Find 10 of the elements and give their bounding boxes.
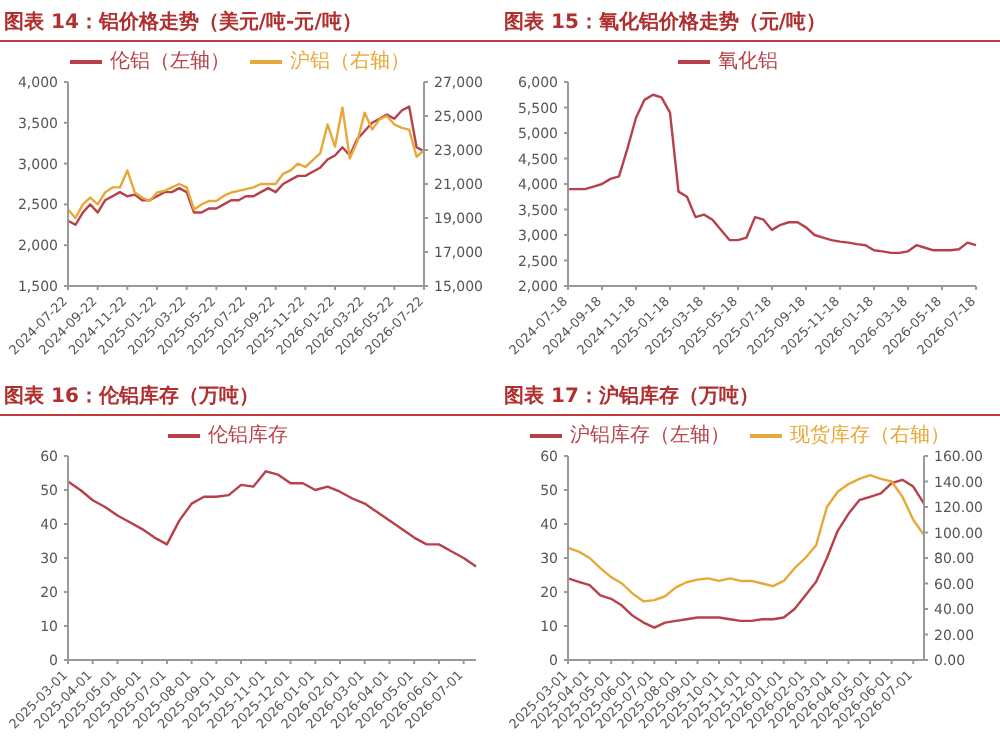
chart-title: 图表 14：铝价格走势（美元/吨-元/吨） — [0, 0, 500, 42]
legend-label: 伦铝（左轴） — [110, 51, 230, 74]
chart-title: 图表 15：氧化铝价格走势（元/吨） — [500, 0, 1000, 42]
legend-label: 氧化铝 — [718, 51, 778, 74]
legend-label: 沪铝（右轴） — [290, 51, 410, 74]
chart-title: 图表 16：伦铝库存（万吨） — [0, 374, 500, 416]
chart-title: 图表 17：沪铝库存（万吨） — [500, 374, 1000, 416]
legend-label: 现货库存（右轴） — [790, 425, 950, 448]
legend-label: 沪铝库存（左轴） — [570, 425, 730, 448]
legend-label: 伦铝库存 — [208, 425, 288, 448]
